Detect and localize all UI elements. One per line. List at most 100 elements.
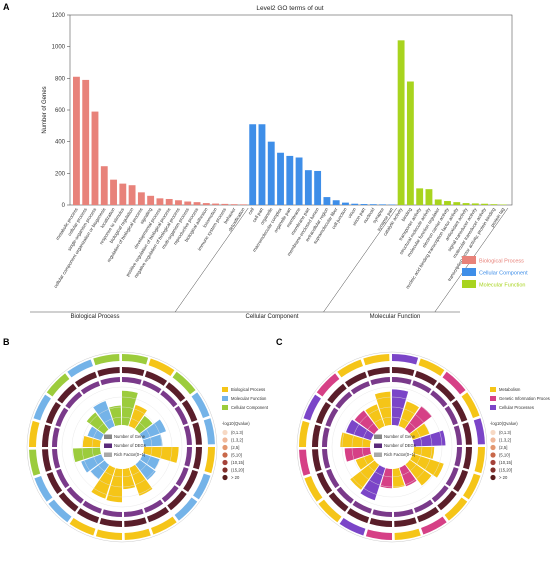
center-legend-label-2: Rich Factor(0~1) — [384, 452, 416, 457]
group-label-0: Biological Process — [70, 314, 119, 320]
legend-label-0: Metabolism — [499, 387, 521, 392]
legend-label-2: Molecular Function — [479, 283, 525, 289]
qvalue-dot-5 — [490, 467, 495, 472]
bar-0-15 — [212, 204, 219, 205]
gene-ring-4 — [192, 422, 202, 445]
qvalue-label-3: (5,10] — [231, 453, 242, 458]
qvalue-dot-2 — [490, 445, 495, 450]
gene-ring-4 — [462, 422, 472, 445]
bar-0-16 — [221, 204, 228, 205]
category-ring-19 — [363, 354, 389, 365]
bar-1-0 — [249, 124, 256, 205]
gene-ring-14 — [42, 449, 52, 472]
qvalue-label-5: (15,20] — [499, 468, 512, 473]
deg-ring-4 — [184, 425, 192, 445]
bar-0-4 — [110, 180, 117, 205]
y-tick-label-4: 800 — [55, 76, 66, 82]
bar-2-6 — [453, 202, 460, 205]
bar-2-8 — [472, 203, 479, 205]
category-ring-0 — [122, 354, 148, 364]
category-ring-5 — [205, 447, 215, 473]
category-ring-14 — [299, 450, 310, 476]
category-ring-15 — [29, 421, 39, 447]
category-ring-19 — [93, 354, 119, 365]
bar-0-8 — [147, 196, 154, 205]
y-tick-label-6: 1200 — [52, 13, 66, 19]
qvalue-label-6: > 20 — [499, 475, 508, 480]
deg-ring-10 — [102, 509, 122, 517]
qvalue-label-0: (0,1.3) — [231, 430, 244, 435]
qvalue-dot-0 — [490, 430, 495, 435]
gene-ring-14 — [312, 449, 322, 472]
gene-ring-0 — [392, 367, 414, 376]
category-ring-14 — [29, 450, 40, 476]
center-legend-swatch-2 — [104, 453, 112, 458]
bar-0-18 — [240, 204, 247, 205]
gene-ring-0 — [122, 367, 144, 376]
qvalue-dot-3 — [490, 452, 495, 457]
category-ring-4 — [204, 418, 215, 444]
legend-label-1: Genetic Information Processing — [499, 396, 550, 401]
chart-title: Level2 GO terms of out — [256, 5, 323, 12]
legend-label-1: Molecular Function — [231, 396, 267, 401]
qvalue-dot-0 — [222, 430, 227, 435]
panel-label-a: A — [3, 2, 10, 12]
gene-ring-19 — [97, 367, 120, 377]
y-axis-title: Number of Genes — [42, 86, 48, 133]
gene-ring-15 — [312, 425, 321, 447]
center-legend-label-1: Number of DEGs — [114, 443, 146, 448]
qvalue-dot-6 — [222, 475, 227, 480]
bar-2-3 — [426, 189, 433, 205]
legend-swatch-2 — [222, 405, 228, 410]
gene-ring-10 — [100, 518, 122, 527]
gene-ring-10 — [370, 518, 392, 527]
bar-0-14 — [203, 203, 210, 205]
legend-swatch-2 — [462, 280, 476, 288]
bar-1-11 — [351, 204, 358, 205]
qvalue-dot-1 — [490, 437, 495, 442]
bar-1-12 — [361, 204, 368, 205]
bar-0-12 — [184, 202, 191, 205]
center-legend-label-1: Number of DEGs — [384, 443, 416, 448]
deg-ring-9 — [394, 509, 414, 517]
group-label-1: Cellular Component — [245, 314, 298, 320]
center-legend-label-0: Number of Gene — [114, 434, 146, 439]
bar-1-8 — [323, 197, 330, 205]
bar-0-2 — [92, 112, 99, 205]
qvalue-dot-4 — [490, 460, 495, 465]
gene-ring-9 — [124, 517, 147, 527]
legend-swatch-0 — [462, 256, 476, 264]
deg-ring-14 — [52, 449, 60, 469]
deg-ring-9 — [124, 509, 144, 517]
legend-label-1: Cellular Component — [479, 271, 528, 277]
qvalue-dot-4 — [222, 460, 227, 465]
bar-0-17 — [231, 204, 238, 205]
qvalue-dot-2 — [222, 445, 227, 450]
deg-ring-14 — [322, 449, 330, 469]
qvalue-label-1: (1.3,2] — [231, 438, 243, 443]
legend-label-0: Biological Process — [479, 259, 524, 265]
gene-ring-5 — [463, 447, 472, 469]
deg-ring-0 — [392, 377, 412, 385]
bar-0-1 — [82, 80, 89, 205]
legend-label-2: Cellular Component — [231, 405, 269, 410]
y-tick-label-1: 200 — [55, 171, 66, 177]
qvalue-dot-6 — [490, 475, 495, 480]
deg-ring-4 — [454, 425, 462, 445]
bar-0-0 — [73, 77, 80, 205]
deg-ring-10 — [372, 509, 392, 517]
bar-1-2 — [268, 142, 275, 205]
qvalue-label-2: (2,5] — [499, 445, 507, 450]
bar-2-7 — [463, 203, 470, 205]
center-legend-swatch-2 — [374, 453, 382, 458]
y-tick-label-3: 600 — [55, 108, 66, 114]
bar-2-2 — [416, 188, 423, 205]
qvalue-dot-3 — [222, 452, 227, 457]
bar-1-6 — [305, 170, 312, 205]
bar-1-14 — [379, 204, 386, 205]
deg-ring-19 — [370, 377, 390, 385]
legend-swatch-1 — [462, 268, 476, 276]
bar-1-9 — [333, 200, 340, 205]
